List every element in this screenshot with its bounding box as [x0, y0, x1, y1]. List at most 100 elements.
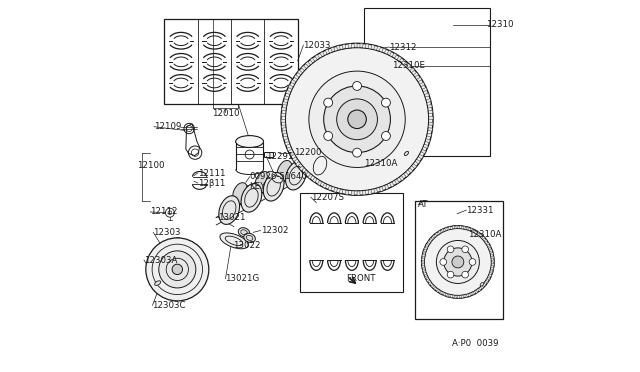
Polygon shape [320, 52, 324, 57]
Polygon shape [289, 152, 294, 156]
Polygon shape [303, 170, 308, 175]
Circle shape [281, 43, 433, 195]
Text: 12200: 12200 [294, 148, 321, 157]
Polygon shape [429, 282, 432, 285]
Ellipse shape [220, 233, 248, 249]
Bar [176, 237, 179, 241]
Text: 12310A: 12310A [364, 159, 398, 168]
Bar [415, 201, 504, 320]
Polygon shape [413, 72, 419, 77]
Polygon shape [490, 253, 493, 255]
Polygon shape [422, 87, 428, 92]
Polygon shape [461, 295, 463, 298]
Polygon shape [376, 46, 381, 51]
Ellipse shape [219, 196, 239, 224]
Polygon shape [463, 226, 465, 230]
Polygon shape [418, 154, 423, 159]
Circle shape [159, 251, 196, 288]
Polygon shape [288, 85, 293, 89]
Polygon shape [423, 272, 427, 275]
Polygon shape [417, 77, 422, 82]
Circle shape [381, 98, 390, 107]
Circle shape [462, 246, 468, 253]
Polygon shape [428, 122, 433, 125]
Polygon shape [351, 190, 355, 195]
Ellipse shape [155, 281, 161, 285]
Circle shape [337, 99, 378, 140]
Polygon shape [458, 295, 460, 298]
Polygon shape [443, 292, 446, 296]
Text: 13021: 13021 [218, 213, 246, 222]
Polygon shape [440, 291, 443, 294]
Polygon shape [292, 157, 298, 161]
Polygon shape [283, 136, 288, 140]
Circle shape [353, 148, 362, 157]
Text: 12331: 12331 [467, 206, 494, 215]
Polygon shape [406, 64, 411, 69]
Ellipse shape [277, 160, 292, 182]
Polygon shape [423, 144, 428, 148]
Circle shape [422, 226, 494, 298]
Polygon shape [282, 102, 287, 105]
Polygon shape [491, 264, 494, 266]
Polygon shape [481, 236, 485, 240]
Text: 12303C: 12303C [152, 301, 186, 310]
Polygon shape [286, 90, 291, 94]
Text: 12111: 12111 [198, 169, 225, 177]
Polygon shape [432, 235, 436, 238]
Ellipse shape [233, 183, 248, 204]
Ellipse shape [236, 136, 264, 147]
Polygon shape [408, 168, 413, 173]
Circle shape [309, 71, 405, 167]
Polygon shape [449, 227, 451, 230]
Polygon shape [291, 80, 296, 84]
Polygon shape [431, 284, 435, 288]
Polygon shape [390, 182, 394, 187]
Ellipse shape [310, 151, 330, 180]
Circle shape [452, 256, 464, 268]
Polygon shape [422, 266, 425, 268]
Polygon shape [426, 279, 430, 282]
Polygon shape [312, 177, 317, 182]
Polygon shape [474, 290, 477, 294]
Text: 12112: 12112 [150, 208, 178, 217]
Polygon shape [298, 70, 303, 75]
Ellipse shape [300, 150, 315, 171]
Polygon shape [401, 60, 406, 65]
Polygon shape [415, 159, 420, 164]
Polygon shape [456, 226, 458, 229]
Polygon shape [363, 190, 366, 195]
Ellipse shape [480, 282, 484, 286]
Bar [164, 19, 298, 105]
Text: 13021G: 13021G [225, 274, 260, 283]
Polygon shape [399, 176, 404, 181]
Circle shape [447, 271, 454, 278]
Polygon shape [490, 270, 493, 273]
Polygon shape [479, 234, 482, 237]
Polygon shape [490, 267, 493, 270]
Polygon shape [447, 294, 449, 297]
Text: 12310E: 12310E [392, 61, 425, 70]
Polygon shape [422, 269, 426, 272]
Ellipse shape [238, 228, 250, 237]
Text: 12302: 12302 [260, 226, 288, 235]
Polygon shape [451, 295, 452, 298]
Circle shape [324, 98, 333, 107]
Polygon shape [427, 133, 431, 137]
Circle shape [462, 271, 468, 278]
Circle shape [447, 246, 454, 253]
Polygon shape [294, 75, 299, 80]
Polygon shape [460, 226, 461, 229]
Polygon shape [442, 229, 444, 232]
Polygon shape [488, 274, 492, 277]
Text: 12303A: 12303A [144, 256, 177, 264]
Polygon shape [301, 65, 307, 71]
Polygon shape [282, 125, 286, 128]
Polygon shape [328, 185, 332, 190]
Polygon shape [483, 283, 486, 286]
Text: 12100: 12100 [136, 161, 164, 170]
Text: 12310: 12310 [486, 20, 513, 29]
Polygon shape [331, 47, 335, 52]
Polygon shape [281, 119, 285, 122]
Ellipse shape [244, 233, 255, 243]
